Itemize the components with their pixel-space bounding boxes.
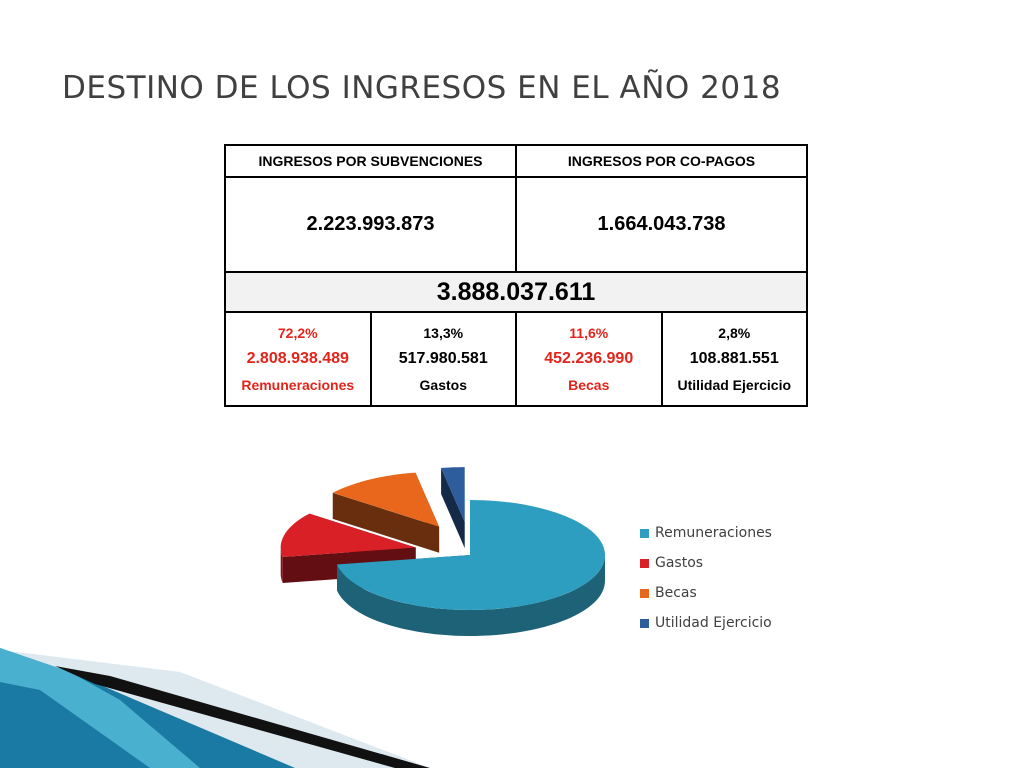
income-table: INGRESOS POR SUBVENCIONES INGRESOS POR C… [224,144,808,407]
legend-item-utilidad: Utilidad Ejercicio [640,608,772,638]
legend-swatch [640,528,649,538]
item-amount: 452.236.990 [544,350,634,367]
legend-item-remuneraciones: Remuneraciones [640,518,772,548]
legend-label: Becas [655,585,697,601]
item-percent: 2,8% [718,325,751,341]
header-copagos: INGRESOS POR CO-PAGOS [515,144,808,178]
item-becas: 11,6% 452.236.990 Becas [515,311,663,407]
item-amount: 517.980.581 [398,350,488,367]
item-label: Remuneraciones [241,377,355,393]
item-percent: 13,3% [423,325,464,341]
slide-title: DESTINO DE LOS INGRESOS EN EL AÑO 2018 [62,70,782,106]
item-label: Utilidad Ejercicio [677,377,792,393]
total-amount: 3.888.037.611 [224,271,808,313]
pie-slice-top [337,500,605,610]
legend-label: Remuneraciones [655,525,772,541]
pie-slice-becas [332,472,440,553]
chart-legend: Remuneraciones Gastos Becas Utilidad Eje… [640,518,772,638]
legend-item-gastos: Gastos [640,548,772,578]
item-percent: 11,6% [569,325,609,341]
legend-label: Utilidad Ejercicio [655,615,772,631]
legend-swatch [640,618,649,628]
header-subvenciones: INGRESOS POR SUBVENCIONES [224,144,517,178]
pie-slices [280,467,605,636]
pie-slice-side [337,555,605,636]
legend-swatch [640,588,649,598]
item-amount: 108.881.551 [689,350,779,367]
pie-slice-top [332,472,440,527]
item-remuneraciones: 72,2% 2.808.938.489 Remuneraciones [224,311,372,407]
item-label: Gastos [419,377,467,393]
item-amount: 2.808.938.489 [246,350,349,367]
decorative-ribbon [0,648,430,768]
pie-slice-utilidad-ejercicio [441,467,465,549]
pie-slice-top [280,513,416,557]
pie-slice-remuneraciones [337,500,605,636]
pie-slice-wall [332,492,440,553]
legend-item-becas: Becas [640,578,772,608]
legend-label: Gastos [655,555,704,571]
item-label: Becas [568,377,610,393]
pie-slice-side [280,547,283,583]
pie-slice-top [441,467,465,523]
item-utilidad: 2,8% 108.881.551 Utilidad Ejercicio [660,311,808,407]
amount-subvenciones: 2.223.993.873 [224,176,517,273]
pie-slice-wall [441,467,465,549]
amount-copagos: 1.664.043.738 [515,176,808,273]
legend-swatch [640,558,649,568]
item-percent: 72,2% [277,325,318,341]
item-gastos: 13,3% 517.980.581 Gastos [369,311,517,407]
